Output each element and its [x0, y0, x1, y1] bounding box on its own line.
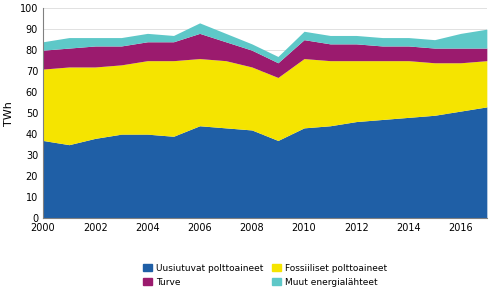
- Y-axis label: TWh: TWh: [4, 101, 14, 126]
- Legend: Uusiutuvat polttoaineet, Turve, Fossiiliset polttoaineet, Muut energialähteet: Uusiutuvat polttoaineet, Turve, Fossiili…: [139, 261, 390, 290]
